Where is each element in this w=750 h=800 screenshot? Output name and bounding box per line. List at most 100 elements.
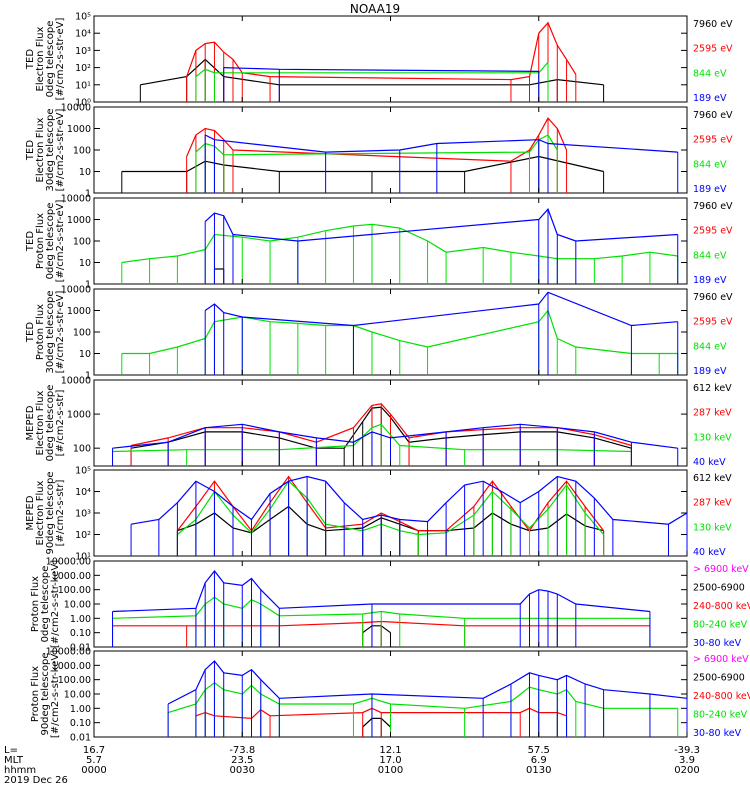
y-tick-label: 10 xyxy=(79,349,91,360)
y-tick-label: 1 xyxy=(85,280,91,291)
legend-entry: 30-80 keV xyxy=(693,638,742,649)
y-axis-label: 30deg telescope xyxy=(45,108,56,191)
legend-entry: 844 eV xyxy=(693,250,727,261)
y-tick-label: 10000.00 xyxy=(46,557,91,568)
y-tick-label: 1000 xyxy=(67,124,91,135)
series-line xyxy=(130,475,688,525)
legend-entry: 844 eV xyxy=(693,159,727,170)
series-line xyxy=(186,117,568,162)
x-tick-label: 5.7 xyxy=(86,755,102,766)
series-line xyxy=(112,423,632,453)
panel-6: 10¹ 10² 10³ 10⁴ 10⁵ MEPED Electron Flux 90deg t… xyxy=(25,466,732,563)
y-tick-label: 10⁴ xyxy=(75,487,91,498)
y-axis-label: [#/cm2-s-str] xyxy=(55,389,66,456)
y-axis-label: TED xyxy=(25,322,36,343)
y-tick-label: 10 xyxy=(79,167,91,178)
series-line xyxy=(131,406,632,449)
x-tick-label: 12.1 xyxy=(379,745,401,756)
legend-entry: 240-800 keV xyxy=(693,691,750,702)
series-line xyxy=(130,403,632,447)
y-tick-label: 10² xyxy=(75,63,91,74)
series-line xyxy=(112,596,650,619)
y-axis-label: Electron Flux xyxy=(35,117,46,182)
y-tick-label: 100 xyxy=(73,328,91,339)
x-tick-label: 0000 xyxy=(81,765,106,776)
legend-entry: 844 eV xyxy=(693,341,727,352)
legend-entry: 2500-6900 xyxy=(693,583,745,594)
series-line xyxy=(362,717,391,728)
panel-1: 10⁰ 10¹ 10² 10³ 10⁴ 10⁵ TED Electron Flux 0deg t… xyxy=(25,12,733,109)
legend-entry: 287 keV xyxy=(693,408,732,419)
y-tick-label: 10² xyxy=(75,530,91,541)
y-axis-label: TED xyxy=(25,140,36,161)
legend-entry: > 6900 keV xyxy=(693,654,749,665)
legend-entry: 189 eV xyxy=(693,93,727,104)
legend-entry: 80-240 keV xyxy=(693,620,748,631)
y-tick-label: 1.00 xyxy=(70,614,91,625)
legend-entry: 189 eV xyxy=(693,184,727,195)
panel-4: 1 10 100 1000 10000 TED Proton Flux 30deg teles… xyxy=(25,285,733,382)
y-axis-label: 0deg telescope xyxy=(45,385,56,462)
legend-entry: 287 keV xyxy=(693,498,732,509)
y-axis-label: [#/cm2-s-str-keV] xyxy=(50,560,61,648)
y-tick-label: 10000 xyxy=(61,285,91,296)
y-axis-label: 0deg telescope xyxy=(45,21,56,98)
y-axis-label: 90deg telescope xyxy=(45,471,56,554)
legend-entry: 844 eV xyxy=(693,68,727,79)
series-line xyxy=(195,134,558,156)
y-axis-label: [#/cm2-s-str-eV] xyxy=(55,109,66,192)
y-tick-label: 10000.00 xyxy=(46,647,91,658)
legend-entry: 2595 eV xyxy=(693,135,733,146)
series-line xyxy=(167,682,678,714)
y-tick-label: 1000 xyxy=(67,410,91,421)
y-axis-label: Electron Flux xyxy=(35,480,46,545)
y-tick-label: 0.10 xyxy=(70,628,91,639)
legend-entry: 2595 eV xyxy=(693,226,733,237)
y-axis-label: Proton Flux xyxy=(35,304,46,360)
series-line xyxy=(362,625,391,634)
y-tick-label: 10⁴ xyxy=(75,29,91,40)
plot-title: NOAA19 xyxy=(350,2,400,16)
legend-entry: 40 keV xyxy=(693,547,726,558)
y-axis-label: [#/cm2-s-str-eV] xyxy=(55,291,66,374)
panel-2: 1 10 100 1000 10000 TED Electron Flux 30deg tel… xyxy=(25,103,733,200)
y-axis-label: MEPED xyxy=(25,405,36,440)
legend-entry: 2595 eV xyxy=(693,317,733,328)
y-tick-label: 10⁰ xyxy=(75,98,91,109)
panel-8: 0.01 0.10 1.00 10.00 100.00 1000.00 10000.00 Pr… xyxy=(30,647,750,744)
y-tick-label: 1 xyxy=(85,189,91,200)
y-axis-label: 0deg telescope xyxy=(40,566,51,643)
y-tick-label: 10⁵ xyxy=(75,466,91,477)
panel-3: 1 10 100 1000 10000 TED Proton Flux 0deg telesc… xyxy=(25,194,733,291)
y-tick-label: 100 xyxy=(73,444,91,455)
y-tick-label: 1000 xyxy=(67,306,91,317)
y-tick-label: 100 xyxy=(73,237,91,248)
panel-7: 0.01 0.10 1.00 10.00 100.00 1000.00 10000.00 Pr… xyxy=(30,557,750,654)
series-line xyxy=(112,423,678,449)
y-axis-label: Electron Flux xyxy=(35,26,46,91)
y-axis-label: 30deg telescope xyxy=(45,290,56,373)
y-axis-label: Electron Flux xyxy=(35,390,46,455)
y-tick-label: 0.01 xyxy=(70,733,91,744)
legend-entry: 240-800 keV xyxy=(693,601,750,612)
x-tick-label: 0200 xyxy=(674,765,699,776)
y-axis-label: TED xyxy=(25,231,36,252)
x-tick-label: -73.8 xyxy=(229,745,255,756)
series-line xyxy=(112,570,650,613)
legend-entry: 7960 eV xyxy=(693,201,733,212)
date-label: 2019 Dec 26 xyxy=(4,775,68,786)
y-axis-label: Proton Flux xyxy=(35,213,46,269)
y-axis-label: Proton Flux xyxy=(30,666,41,722)
legend-entry: 40 keV xyxy=(693,457,726,468)
legend-entry: 130 keV xyxy=(693,522,732,533)
y-tick-label: 100.00 xyxy=(58,675,91,686)
y-tick-label: 1.00 xyxy=(70,704,91,715)
legend-entry: 2595 eV xyxy=(693,44,733,55)
y-axis-label: 0deg telescope xyxy=(45,203,56,280)
y-tick-label: 1000 xyxy=(67,215,91,226)
x-row-label: MLT xyxy=(4,755,24,766)
series-line xyxy=(204,291,678,327)
